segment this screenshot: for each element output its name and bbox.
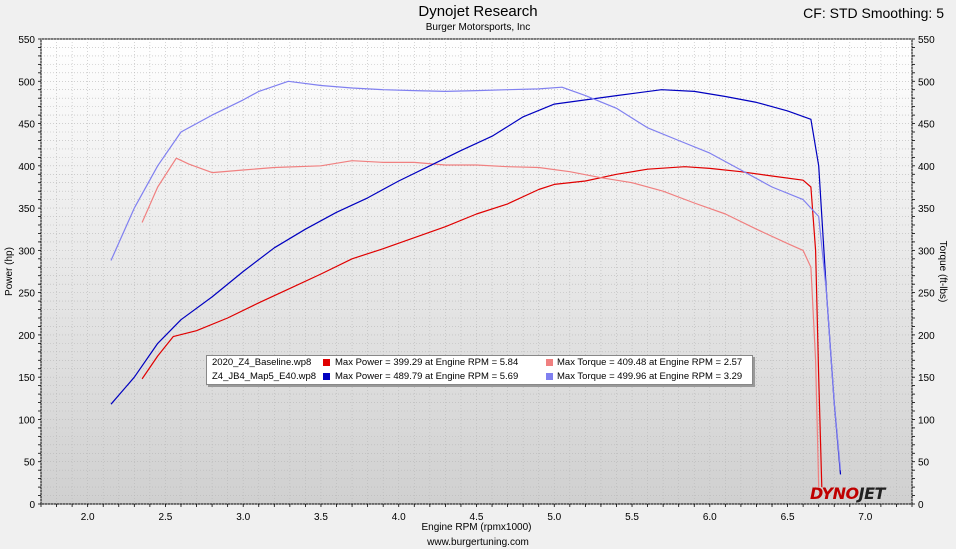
dynojet-logo: DYNOJET	[810, 484, 885, 503]
series-line-3	[110, 80, 842, 471]
x-tick-label: 2.5	[158, 512, 172, 523]
y2-tick-label: 50	[918, 458, 930, 469]
x-axis-label: Engine RPM (rpmx1000)	[421, 522, 531, 533]
legend-file: 2020_Z4_Baseline.wp8	[212, 357, 312, 368]
legend-max-power: Max Power = 489.79 at Engine RPM = 5.69	[335, 371, 519, 382]
correction-factor-label: CF: STD Smoothing: 5	[803, 5, 944, 21]
legend-power-swatch	[323, 373, 330, 380]
series-line-2	[110, 89, 842, 475]
y-axis-ticks: 0 50 100 150 200 250 300 350 400 450 500 550	[18, 35, 41, 511]
y-tick-label: 150	[18, 373, 35, 384]
y2-tick-label: 0	[918, 500, 924, 511]
y2-axis-ticks: 0 50 100 150 200 250 300 350 400 450 500 550	[912, 35, 935, 511]
legend-file: Z4_JB4_Map5_E40.wp8	[212, 371, 317, 382]
x-tick-label: 2.0	[81, 512, 95, 523]
y2-tick-label: 250	[918, 289, 935, 300]
legend-power-swatch	[323, 359, 330, 366]
y2-tick-label: 300	[918, 246, 935, 257]
y-tick-label: 200	[18, 331, 35, 342]
logo-dyno: DYNO	[810, 484, 859, 503]
y2-tick-label: 200	[918, 331, 935, 342]
y-tick-label: 350	[18, 204, 35, 215]
y-tick-label: 450	[18, 120, 35, 131]
y2-tick-label: 100	[918, 415, 935, 426]
x-tick-label: 6.5	[781, 512, 795, 523]
y2-tick-label: 350	[918, 204, 935, 215]
y-tick-label: 250	[18, 289, 35, 300]
legend: 2020_Z4_Baseline.wp8 Max Power = 399.29 …	[206, 355, 753, 385]
grid-lines	[40, 38, 913, 505]
x-tick-label: 4.5	[470, 512, 484, 523]
y2-tick-label: 150	[918, 373, 935, 384]
series-lines	[110, 80, 842, 488]
x-tick-label: 6.0	[703, 512, 717, 523]
x-tick-label: 5.5	[625, 512, 639, 523]
y2-tick-label: 400	[918, 162, 935, 173]
y-tick-label: 400	[18, 162, 35, 173]
y-tick-label: 50	[24, 458, 36, 469]
legend-max-power: Max Power = 399.29 at Engine RPM = 5.84	[335, 357, 519, 368]
y2-tick-label: 500	[918, 77, 935, 88]
legend-torque-swatch	[546, 359, 553, 366]
x-tick-label: 3.0	[236, 512, 250, 523]
y-tick-label: 0	[29, 500, 35, 511]
legend-max-torque: Max Torque = 409.48 at Engine RPM = 2.57	[557, 357, 743, 368]
y2-tick-label: 450	[918, 120, 935, 131]
y-tick-label: 550	[18, 35, 35, 46]
x-tick-label: 5.0	[547, 512, 561, 523]
x-tick-label: 7.0	[858, 512, 872, 523]
y-tick-label: 300	[18, 246, 35, 257]
series-line-0	[141, 166, 823, 488]
y2-axis-label: Torque (ft-lbs)	[937, 241, 948, 303]
y-tick-label: 500	[18, 77, 35, 88]
chart-subtitle: Burger Motorsports, Inc	[425, 22, 531, 33]
legend-max-torque: Max Torque = 499.96 at Engine RPM = 3.29	[557, 371, 743, 382]
chart-title: Dynojet Research	[418, 3, 538, 20]
y-tick-label: 100	[18, 415, 35, 426]
series-line-1	[141, 157, 820, 488]
legend-torque-swatch	[546, 373, 553, 380]
logo-jet: JET	[858, 484, 886, 503]
y-axis-label: Power (hp)	[4, 247, 15, 296]
x-axis-ticks: 2.0 2.5 3.0 3.5 4.0 4.5 5.0 5.5 6.0 6.5 7.0	[40, 504, 913, 523]
x-tick-label: 4.0	[392, 512, 406, 523]
y2-tick-label: 550	[918, 35, 935, 46]
x-tick-label: 3.5	[314, 512, 328, 523]
footer-url: www.burgertuning.com	[427, 537, 529, 548]
